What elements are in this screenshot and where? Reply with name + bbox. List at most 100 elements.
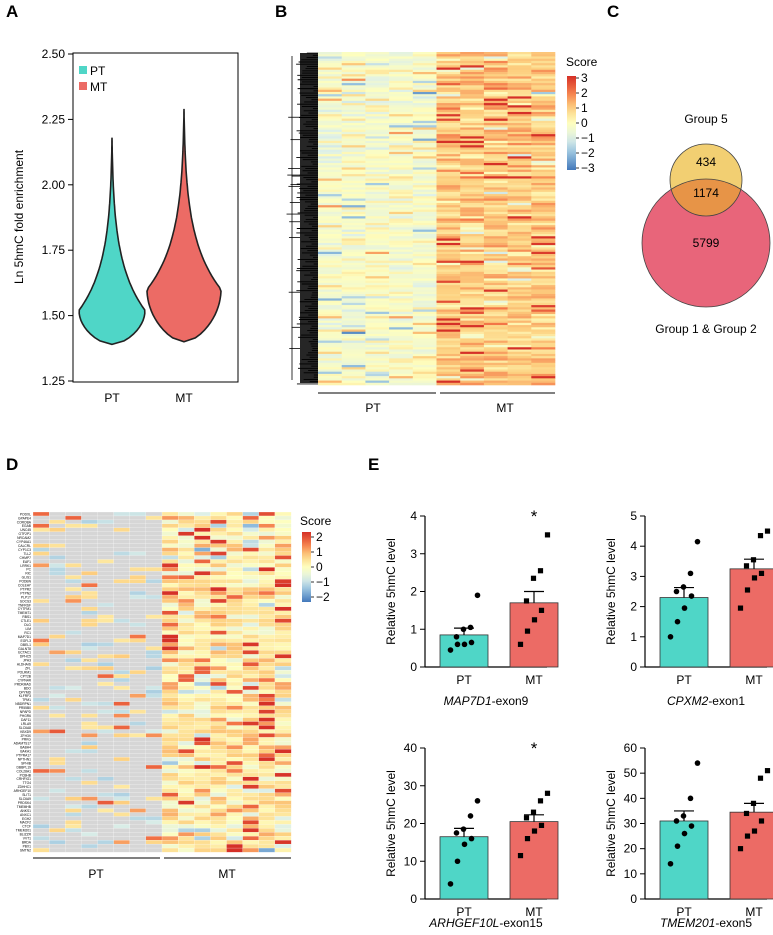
panel-d-cell	[65, 792, 82, 798]
panel-b-cell	[460, 380, 485, 384]
panel-d-gene-name: COL28A1	[17, 769, 32, 773]
panel-b-cell	[365, 125, 390, 128]
panel-d-cell	[194, 563, 211, 568]
venn-overlap-count: 1174	[693, 186, 719, 200]
panel-b-cell	[436, 282, 461, 286]
panel-b-cell	[389, 316, 414, 319]
panel-b-cell	[483, 278, 508, 281]
panel-d-cell	[145, 843, 163, 849]
panel-d-cell	[97, 677, 115, 683]
panel-b-cell	[460, 220, 485, 224]
panel-b-cell	[318, 154, 342, 157]
panel-e-gene-suffix: -exon1	[708, 694, 745, 708]
panel-d-cell	[32, 756, 50, 762]
panel-b-cell	[412, 282, 437, 286]
panel-b-cell	[507, 52, 532, 55]
panel-b-cell	[507, 65, 532, 68]
panel-d-cell	[178, 796, 195, 802]
panel-b-cell	[460, 145, 485, 148]
panel-d-cell	[226, 780, 244, 786]
panel-d-cell	[145, 693, 163, 699]
panel-d-cell	[226, 796, 244, 802]
panel-b-cell	[318, 336, 342, 339]
panel-b-cell	[341, 254, 366, 257]
panel-d-cell	[178, 820, 195, 825]
panel-d-cell	[145, 662, 163, 667]
panel-b-cell	[436, 85, 461, 88]
panel-b-cell	[318, 276, 342, 279]
panel-d-cell	[65, 634, 82, 639]
panel-b-cell	[507, 362, 532, 366]
panel-d-cell	[113, 717, 131, 722]
panel-e-point-mt	[737, 605, 744, 611]
panel-b-cell	[412, 247, 437, 250]
panel-b-cell	[460, 353, 485, 357]
panel-d-cell	[113, 713, 131, 719]
panel-b-cell	[436, 351, 461, 355]
panel-d-cell	[258, 618, 276, 624]
panel-d-cell	[49, 634, 66, 639]
panel-b-cell	[365, 227, 390, 230]
panel-e-point-mt	[757, 775, 764, 781]
panel-d-gene-name: RIC	[25, 572, 31, 576]
panel-d-cell	[242, 828, 260, 833]
panel-b-cell	[531, 56, 556, 59]
panel-b-cell	[460, 54, 485, 57]
panel-d-cell	[274, 511, 292, 517]
panel-b-cell	[365, 145, 390, 148]
panel-b-cell	[412, 329, 437, 333]
panel-b-cell	[318, 271, 342, 275]
panel-d-cell	[194, 583, 211, 588]
panel-d-cell	[274, 796, 292, 802]
panel-b-colorbar	[567, 76, 576, 170]
panel-d-cell	[178, 519, 195, 525]
panel-d-cell	[32, 673, 50, 679]
panel-b-cell	[341, 229, 366, 233]
panel-b-cell	[507, 325, 532, 328]
panel-d-cell	[226, 816, 244, 821]
panel-d-cell	[81, 749, 98, 754]
panel-b-cell	[483, 311, 508, 315]
panel-b-cell	[365, 320, 390, 324]
panel-b-cell	[436, 176, 461, 179]
panel-b-cell	[531, 296, 556, 299]
panel-b-cell	[531, 373, 556, 377]
panel-b-cell	[531, 160, 556, 164]
panel-d-cell	[178, 535, 195, 541]
panel-b-cell	[365, 131, 390, 135]
panel-b-cell	[318, 147, 342, 150]
panel-b-cell	[436, 287, 461, 290]
panel-b-cell	[507, 342, 532, 346]
panel-d-cell	[210, 788, 227, 794]
panel-d-cell	[226, 543, 244, 549]
panel-d-cell	[178, 741, 195, 746]
panel-d-cell	[129, 551, 147, 556]
panel-b-cell	[341, 83, 366, 86]
panel-d-cell	[113, 800, 131, 805]
panel-b-cell	[365, 189, 390, 193]
panel-b-cell	[483, 91, 508, 95]
panel-b-cell	[318, 351, 342, 355]
panel-b-cell	[507, 307, 532, 310]
panel-d-cell	[129, 816, 147, 821]
panel-b-cell	[483, 123, 508, 126]
panel-b-cell	[460, 169, 485, 173]
panel-b-cell	[389, 134, 414, 137]
panel-b-cell	[483, 234, 508, 237]
panel-b-cell	[318, 83, 342, 86]
panel-d-cell	[258, 519, 276, 525]
panel-b-cell	[507, 118, 532, 122]
panel-e-bar-mt	[729, 568, 773, 668]
panel-b-cell	[436, 127, 461, 130]
panel-d-cell	[178, 836, 195, 841]
panel-d-cell	[32, 820, 50, 825]
panel-d-cell	[274, 764, 292, 770]
panel-e-ylabel: Relative 5hmC level	[604, 538, 618, 645]
panel-d-cell	[65, 567, 82, 572]
panel-d-cell	[274, 701, 292, 707]
panel-b-cell	[507, 376, 532, 379]
panel-d-cell	[81, 788, 98, 794]
panel-b-cell	[412, 80, 437, 84]
panel-b-cell	[436, 76, 461, 79]
panel-d-cell	[32, 709, 50, 715]
